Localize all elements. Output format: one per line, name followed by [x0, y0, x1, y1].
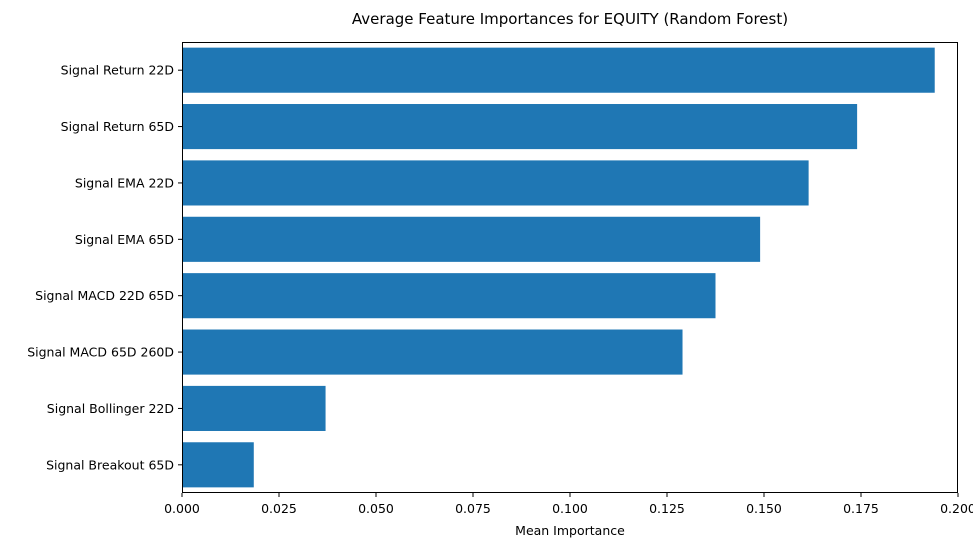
plot-frame	[182, 42, 958, 493]
bar	[182, 442, 254, 488]
x-tick-label: 0.025	[261, 501, 297, 516]
x-tick-label: 0.150	[746, 501, 782, 516]
chart-title: Average Feature Importances for EQUITY (…	[352, 10, 788, 28]
bar	[182, 47, 935, 93]
y-axis-ticks: Signal Return 22D Signal Return 65D Signal…	[27, 63, 182, 472]
y-tick-label: Signal Return 22D	[61, 63, 174, 78]
x-tick-label: 0.100	[552, 501, 588, 516]
x-axis-label: Mean Importance	[515, 523, 625, 538]
y-tick-label: Signal EMA 65D	[75, 232, 174, 247]
x-tick-label: 0.125	[649, 501, 685, 516]
x-axis-ticks: 0.000 0.025 0.050 0.075 0.100 0.125 0.150 0.175…	[164, 493, 973, 516]
y-tick-label: Signal Breakout 65D	[46, 457, 174, 472]
bar	[182, 329, 683, 375]
y-tick-label: Signal Return 65D	[61, 119, 174, 134]
bar	[182, 273, 716, 319]
bar	[182, 216, 761, 262]
x-tick-label: 0.175	[843, 501, 879, 516]
x-tick-label: 0.200	[940, 501, 973, 516]
bar	[182, 385, 326, 431]
x-tick-label: 0.050	[358, 501, 394, 516]
bar	[182, 104, 858, 150]
x-tick-label: 0.075	[455, 501, 491, 516]
y-tick-label: Signal EMA 22D	[75, 175, 174, 190]
x-tick-label: 0.000	[164, 501, 200, 516]
bars-layer	[182, 47, 935, 488]
y-tick-label: Signal Bollinger 22D	[47, 401, 174, 416]
bar	[182, 160, 809, 206]
y-tick-label: Signal MACD 22D 65D	[35, 288, 174, 303]
y-tick-label: Signal MACD 65D 260D	[27, 345, 174, 360]
